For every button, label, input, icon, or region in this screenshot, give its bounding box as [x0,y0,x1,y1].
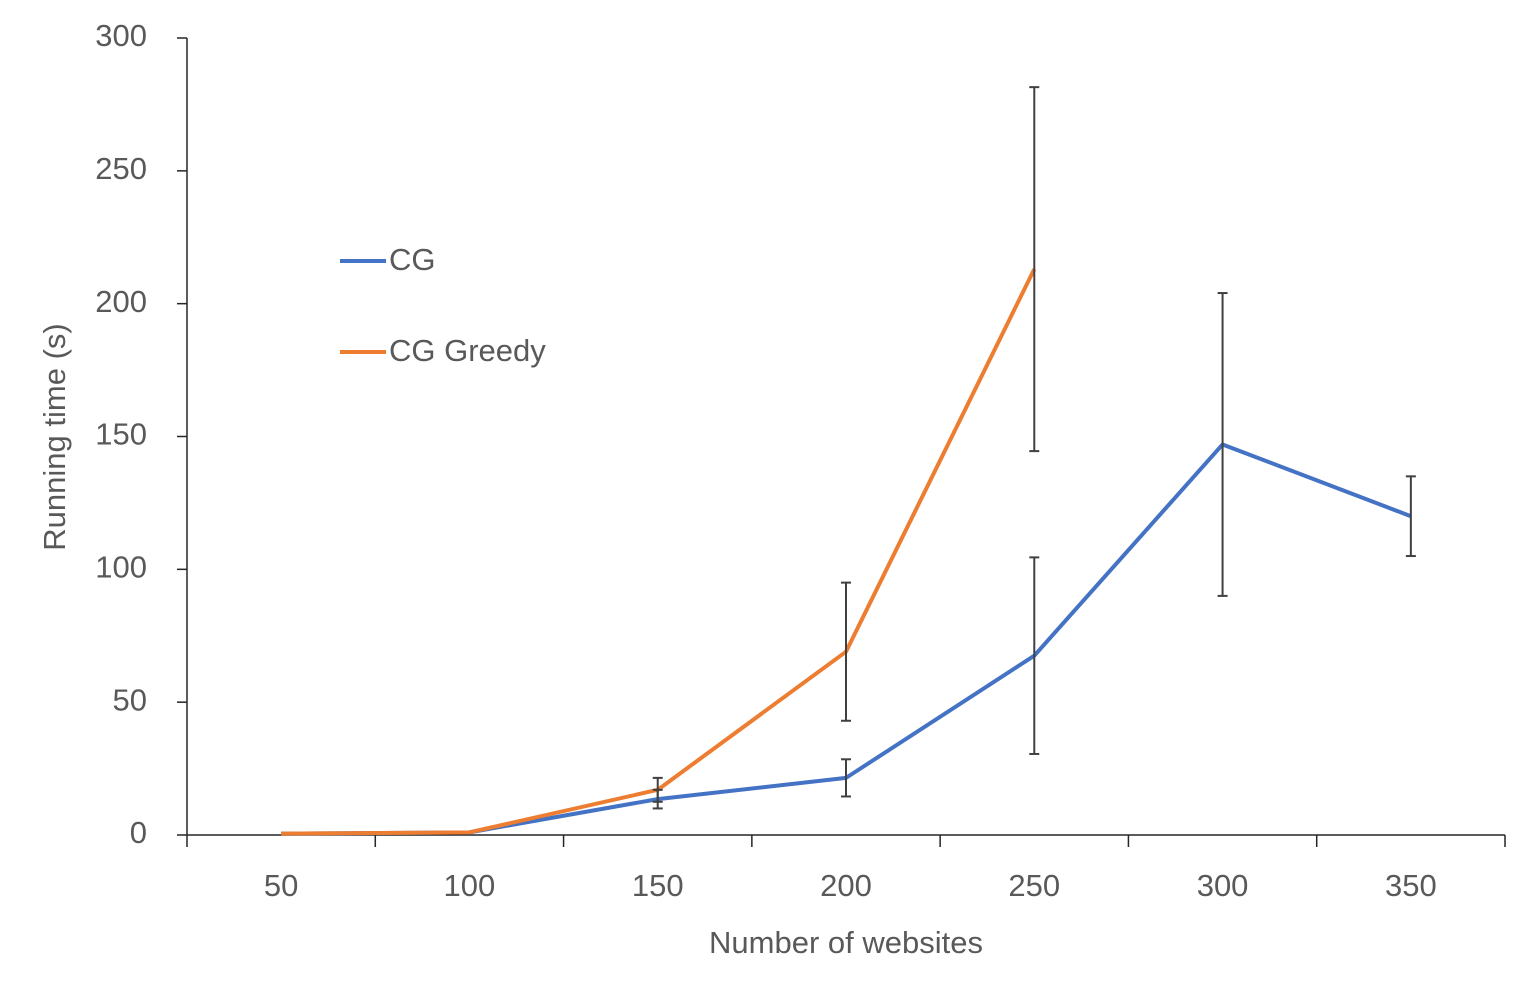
x-tick-label: 300 [1197,868,1249,903]
y-tick-label: 300 [95,18,147,53]
error-bar [1029,86,1040,453]
y-axis-title: Running time (s) [37,323,72,550]
error-bar [652,776,663,803]
y-tick-label: 100 [95,550,147,585]
error-bar [841,581,851,722]
x-tick-label: 250 [1008,868,1060,903]
error-bar [1217,292,1228,597]
x-tick-label: 50 [264,868,298,903]
y-tick-label: 150 [95,417,147,452]
legend-label: CG [389,242,436,277]
y-tick-label: 0 [130,815,147,850]
error-bar [1405,475,1416,558]
error-bar [841,758,851,798]
y-tick-label: 250 [95,151,147,186]
x-tick-label: 100 [444,868,496,903]
y-tick-label: 200 [95,284,147,319]
x-tick-label: 150 [632,868,684,903]
x-axis-title: Number of websites [709,925,983,960]
y-tick-label: 50 [113,682,147,717]
x-tick-label: 200 [820,868,872,903]
x-tick-label: 350 [1385,868,1437,903]
error-bar [1029,556,1040,755]
legend-label: CG Greedy [389,333,546,368]
